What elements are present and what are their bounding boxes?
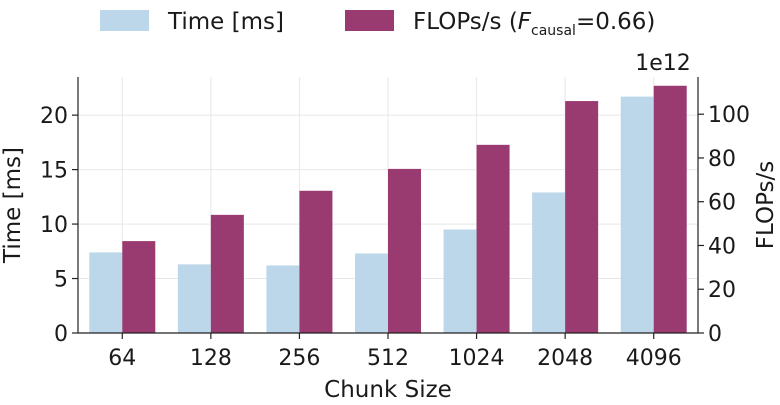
legend-flops-suffix: =0.66): [576, 9, 655, 35]
legend-flops-var: F: [518, 9, 532, 35]
x-tick-label: 128: [190, 346, 232, 371]
legend: Time [ms] FLOPs/s (Fcausal=0.66): [100, 9, 655, 39]
x-axis-title: Chunk Size: [324, 377, 452, 403]
y-left-tick-label: 10: [40, 213, 68, 238]
bar-time: [355, 253, 388, 333]
legend-flops-prefix: FLOPs/s (: [413, 9, 518, 35]
legend-label-time: Time [ms]: [167, 9, 284, 35]
legend-swatch-flops: [345, 10, 394, 31]
bar-time: [443, 229, 477, 333]
axes: 0 5 10 15 20 0 20 40 60 80 100 64 128 256 512 1024 2048 4…: [40, 77, 750, 371]
y-left-tick-label: 20: [40, 104, 68, 129]
bar-flops: [565, 101, 599, 333]
bar-time: [266, 265, 300, 333]
y-right-tick-label: 0: [708, 322, 722, 347]
y-right-tick-label: 80: [708, 147, 736, 172]
y-left-axis-title: Time [ms]: [0, 147, 26, 264]
bar-flops: [476, 144, 510, 333]
y-right-tick-label: 60: [708, 191, 736, 216]
bar-time: [620, 96, 654, 333]
bar-flops: [653, 85, 687, 333]
y-right-tick-label: 100: [708, 103, 750, 128]
bar-flops: [388, 168, 421, 333]
y-left-tick-label: 5: [54, 268, 68, 293]
y-right-tick-label: 40: [708, 234, 736, 259]
bar-time: [177, 264, 211, 333]
x-tick-label: 512: [367, 346, 409, 371]
x-tick-label: 256: [278, 346, 320, 371]
x-tick-label: 1024: [449, 346, 505, 371]
bar-flops: [122, 241, 156, 333]
legend-label-flops: FLOPs/s (Fcausal=0.66): [413, 9, 655, 39]
legend-swatch-time: [100, 10, 149, 31]
y-right-axis-title: FLOPs/s: [753, 161, 779, 250]
x-tick-label: 4096: [626, 346, 682, 371]
y-left-tick-label: 15: [40, 159, 68, 184]
legend-flops-sub: causal: [531, 23, 576, 39]
x-tick-label: 2048: [537, 346, 593, 371]
bar-time: [532, 192, 566, 333]
bar-flops: [210, 214, 244, 333]
y-right-scale-label: 1e12: [635, 51, 691, 76]
x-tick-label: 64: [108, 346, 136, 371]
bar-flops: [299, 190, 333, 333]
bar-time: [89, 252, 123, 333]
y-left-tick-label: 0: [54, 322, 68, 347]
bars: [89, 85, 687, 333]
y-right-tick-label: 20: [708, 278, 736, 303]
